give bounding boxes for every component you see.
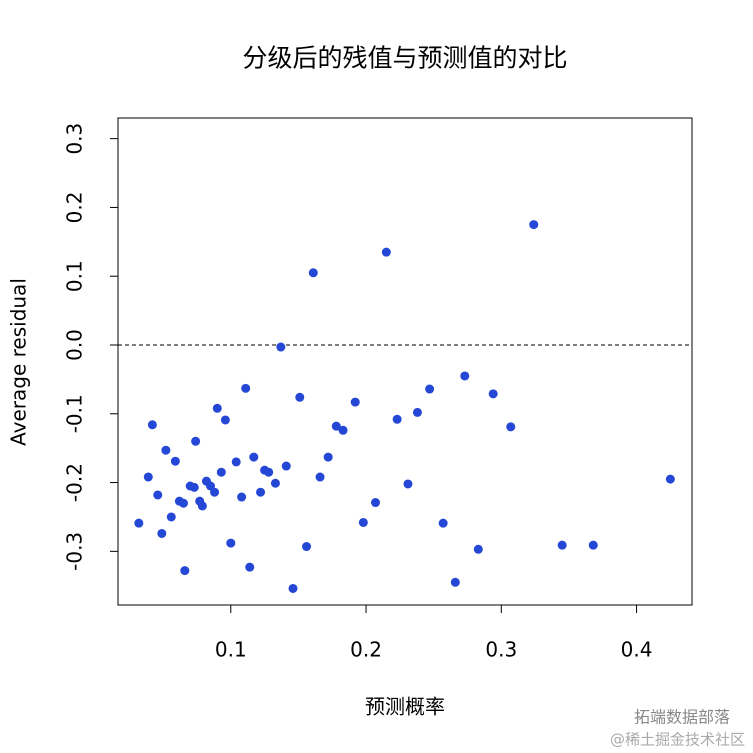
point [249, 452, 259, 462]
y-tick-label: 0.1 [63, 260, 87, 292]
watermark: 拓端数据部落 [634, 708, 730, 727]
point [288, 583, 298, 593]
point [220, 415, 230, 425]
point [178, 498, 188, 508]
point [308, 268, 318, 278]
point [216, 467, 226, 477]
point [212, 403, 222, 413]
point [473, 544, 483, 554]
point [197, 501, 207, 511]
y-tick-label: -0.1 [63, 394, 87, 433]
point [157, 528, 167, 538]
y-tick-label: 0.0 [63, 329, 87, 361]
x-axis-label: 预测概率 [365, 695, 445, 719]
point [180, 566, 190, 576]
point [460, 371, 470, 381]
point [210, 487, 220, 497]
point [392, 414, 402, 424]
point [302, 542, 312, 552]
plot-frame [117, 117, 693, 606]
point [438, 518, 448, 528]
point [226, 538, 236, 548]
point [665, 474, 675, 484]
point [588, 540, 598, 550]
point [241, 383, 251, 393]
point [557, 540, 567, 550]
x-tick-label: 0.3 [485, 638, 517, 662]
point [231, 457, 241, 467]
point [381, 247, 391, 257]
point [403, 479, 413, 489]
point [425, 384, 435, 394]
point [350, 397, 360, 407]
point [191, 436, 201, 446]
point [256, 487, 266, 497]
chart-title: 分级后的残值与预测值的对比 [242, 44, 567, 73]
y-axis-label: Average residual [7, 278, 31, 446]
point [161, 445, 171, 455]
point [153, 490, 163, 500]
x-tick-label: 0.4 [621, 638, 653, 662]
x-tick-label: 0.1 [215, 638, 247, 662]
y-tick-label: 0.3 [63, 123, 87, 155]
point [166, 512, 176, 522]
point [331, 421, 341, 431]
point [371, 498, 381, 508]
point [245, 562, 255, 572]
point [358, 517, 368, 527]
point [134, 518, 144, 528]
point [529, 220, 539, 230]
point [276, 342, 286, 352]
point [170, 456, 180, 466]
y-tick-label: -0.3 [63, 532, 87, 571]
point [147, 420, 157, 430]
point [450, 577, 460, 587]
point [143, 472, 153, 482]
point [264, 467, 274, 477]
point [189, 482, 199, 492]
point [281, 461, 291, 471]
point [295, 392, 305, 402]
watermark: @稀土掘金技术社区 [610, 731, 745, 749]
point [270, 478, 280, 488]
point [315, 472, 325, 482]
x-tick-label: 0.2 [350, 638, 382, 662]
point [488, 389, 498, 399]
y-tick-label: -0.2 [63, 463, 87, 502]
point [237, 492, 247, 502]
y-tick-label: 0.2 [63, 192, 87, 224]
point [506, 422, 516, 432]
point [338, 425, 348, 435]
point [323, 452, 333, 462]
point [412, 407, 422, 417]
